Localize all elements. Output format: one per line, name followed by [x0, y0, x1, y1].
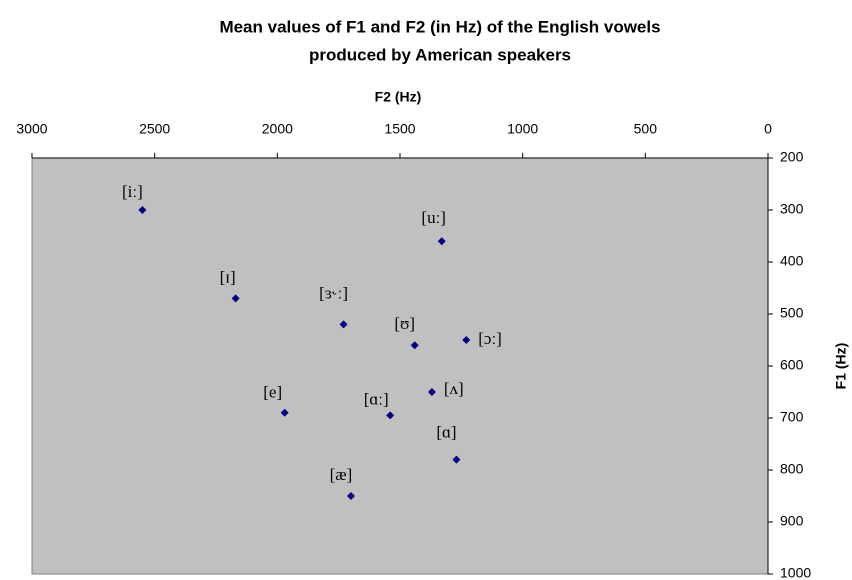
x-tick-label: 2500	[139, 121, 170, 137]
point	[339, 320, 348, 329]
y-tick-label: 800	[780, 461, 804, 477]
point	[346, 492, 355, 500]
chart-title: Mean values of F1 and F2 (in Hz) of the …	[219, 17, 660, 36]
y-tick-label: 700	[780, 409, 804, 425]
point-label: [ɑ]	[436, 423, 456, 442]
point-label: [ɑː]	[364, 389, 389, 408]
point	[437, 237, 446, 246]
point	[386, 411, 395, 420]
point	[410, 341, 419, 350]
chart-title: produced by American speakers	[309, 45, 571, 64]
point	[138, 206, 147, 214]
point-label: [ʌ]	[444, 379, 464, 398]
y-tick-label: 1000	[780, 565, 811, 580]
point	[231, 294, 240, 303]
point-label: [ɪ]	[220, 267, 236, 286]
y-tick-label: 500	[780, 305, 804, 321]
point-label: [ɔː]	[478, 329, 502, 348]
y-tick-label: 600	[780, 357, 804, 373]
y-tick-label: 400	[780, 253, 804, 269]
x-tick-label: 1000	[507, 121, 538, 137]
x-tick-label: 3000	[16, 121, 47, 137]
point-label: [e]	[263, 383, 282, 402]
point-label: [ɜ˞ː]	[319, 283, 348, 302]
point	[427, 388, 436, 396]
x-axis-label: F2 (Hz)	[375, 89, 422, 105]
point	[462, 336, 471, 344]
y-tick-label: 900	[780, 513, 804, 529]
point-label: [ʊ]	[394, 314, 415, 333]
y-tick-label: 300	[780, 201, 804, 217]
plot-area	[31, 157, 769, 575]
x-tick-label: 1500	[384, 121, 415, 137]
point	[280, 408, 289, 417]
x-tick-label: 0	[764, 121, 772, 137]
x-tick-label: 500	[634, 121, 658, 137]
point-label: [æ]	[330, 465, 353, 484]
x-tick-label: 2000	[262, 121, 293, 137]
y-tick-label: 200	[780, 149, 804, 165]
point-label: [iː]	[122, 182, 143, 201]
point	[452, 455, 461, 464]
point-label: [uː]	[421, 208, 446, 227]
y-axis-label: F1 (Hz)	[833, 343, 849, 390]
